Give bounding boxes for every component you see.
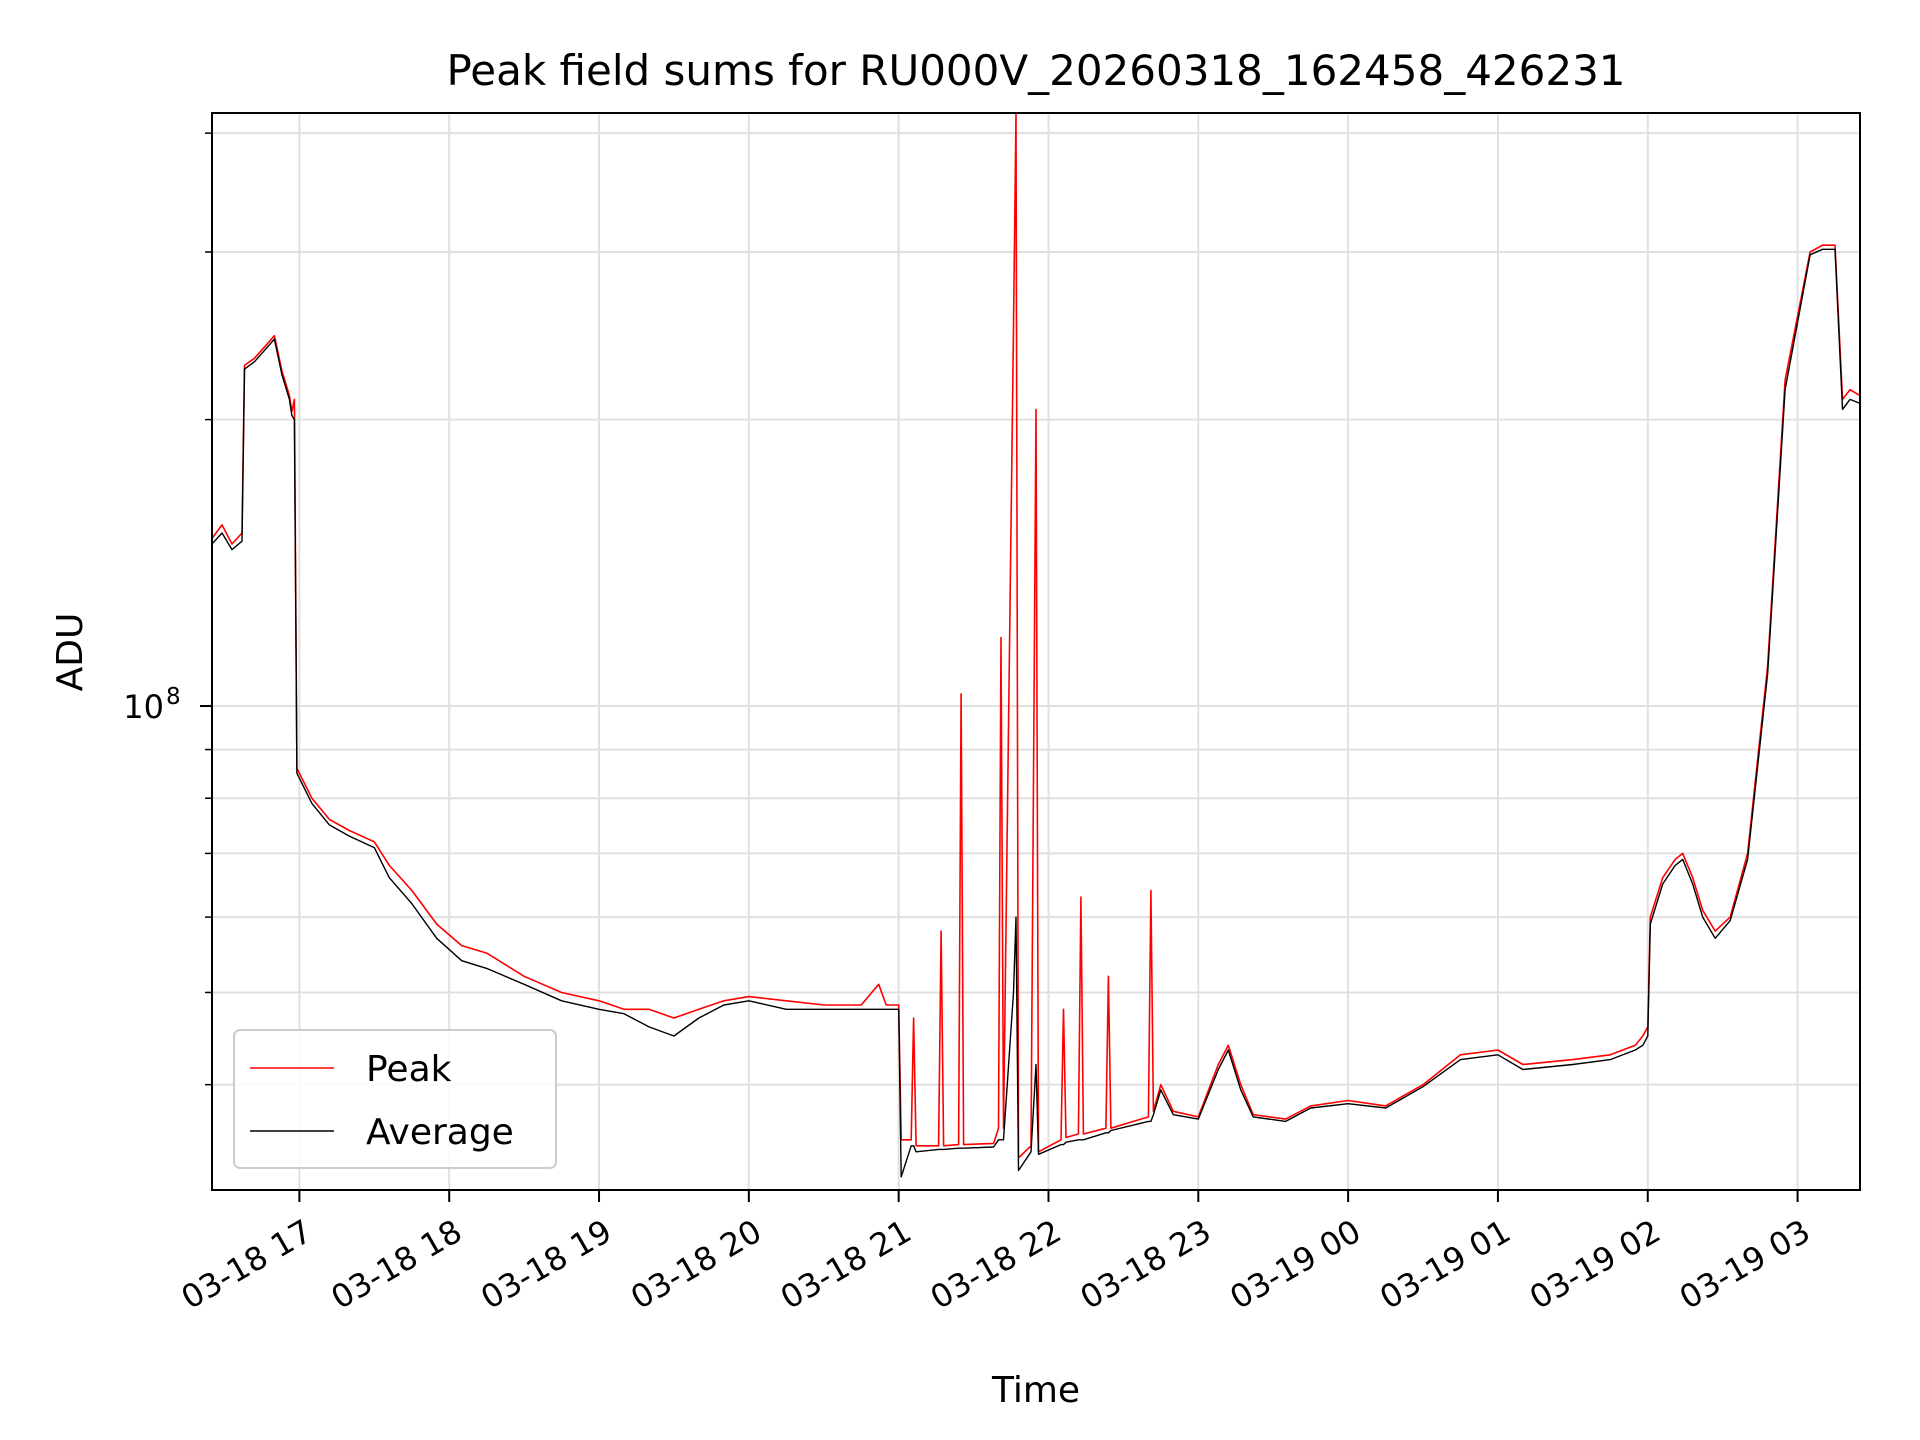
y-axis: 10 8 <box>123 132 212 1086</box>
x-axis-label: Time <box>991 1370 1080 1411</box>
chart-title: Peak field sums for RU000V_20260318_1624… <box>446 46 1625 95</box>
y-tick-label-exponent: 8 <box>166 684 181 710</box>
series-lines <box>212 113 1860 1178</box>
series-line-peak <box>212 113 1860 1159</box>
legend-label-peak: Peak <box>366 1049 452 1090</box>
y-tick-label: 10 <box>123 688 164 726</box>
series-line-average <box>212 248 1860 1178</box>
plot-area <box>212 113 1860 1190</box>
y-tick-label-base: 10 <box>123 688 164 726</box>
legend-label-average: Average <box>366 1112 514 1153</box>
legend-box <box>233 1029 557 1169</box>
grid <box>212 113 1860 1190</box>
legend: Peak Average <box>233 1029 557 1169</box>
y-axis-label: ADU <box>50 613 91 692</box>
plot-frame <box>211 112 1861 1191</box>
